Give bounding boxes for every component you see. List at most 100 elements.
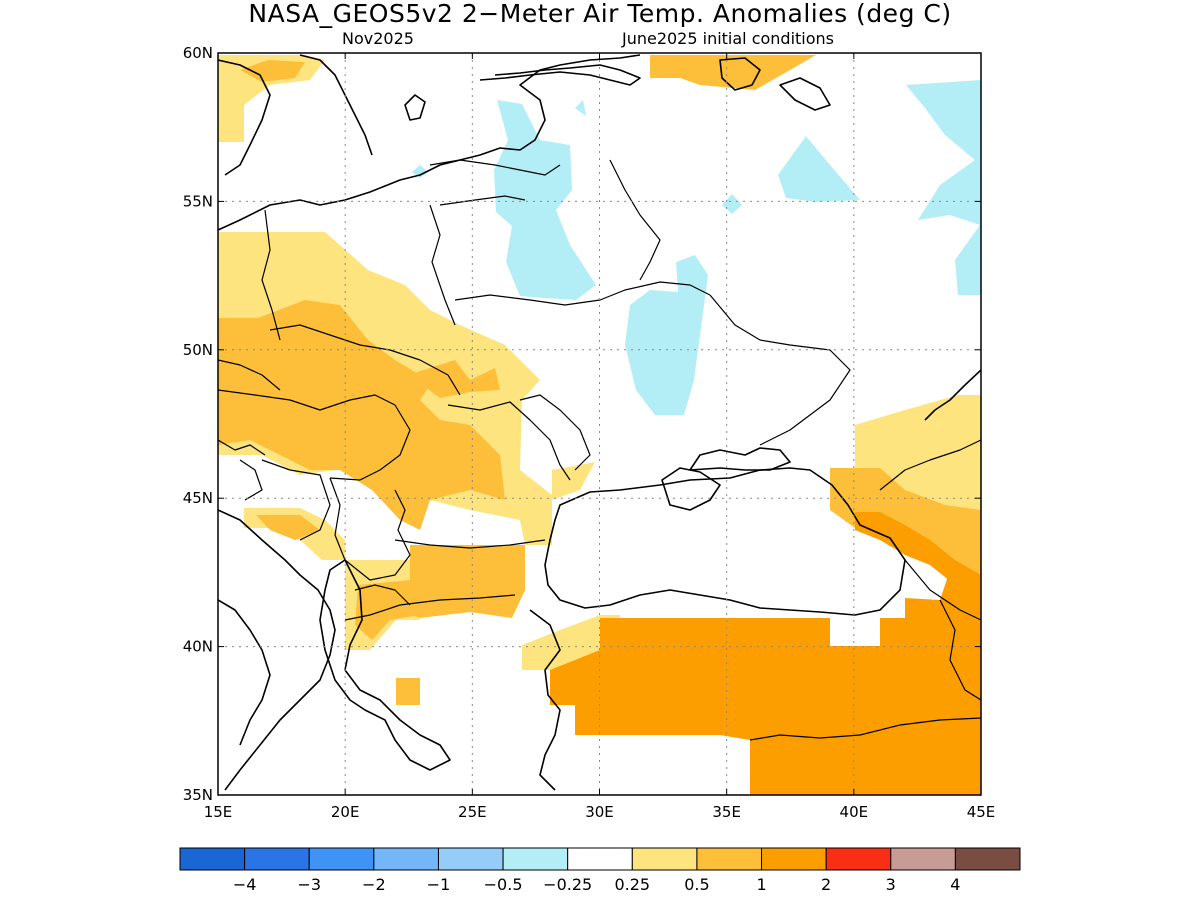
colorbar-segment [825,847,892,871]
neutral-patch-1 [830,618,880,646]
warm-anomaly-region-georgia [855,512,981,598]
colorbar-segment [696,847,763,871]
colorbar-label: −3 [297,875,321,894]
lon-tick-labels: 15E 20E 25E 30E 35E 40E 45E [204,803,996,821]
colorbar-label: −0.5 [484,875,523,894]
warm-anomaly-region-bulgaria [398,545,525,618]
colorbar-segment [954,847,1021,871]
colorbar-labels: −4 −3 −2 −1 −0.5 −0.25 0.25 0.5 1 2 3 4 [233,875,961,894]
colorbar-label: 1 [756,875,766,894]
map-title: NASA_GEOS5v2 2−Meter Air Temp. Anomalies… [248,0,951,28]
warm-anomaly-region-black-sea-coast [552,462,595,500]
border-romania-bulgaria [394,539,546,549]
border-bosnia [261,459,331,541]
colorbar-segment [308,847,375,871]
colorbar-segment [631,847,698,871]
adriatic-coast [218,509,336,791]
cool-anomaly-region-russia [778,136,860,202]
gulf-of-finland-coast [479,64,641,86]
colorbar-segment [437,847,504,871]
border-romania-ukraine [447,401,571,481]
onega-lake-coast [779,77,831,111]
warm-anomaly-region-epirus [396,678,420,705]
warm-anomaly-region-greece [355,580,420,640]
border-baltic-states [429,159,561,206]
lat-tick-label: 55N [183,192,213,210]
border-ukraine-russia [709,294,851,446]
lat-tick-label: 35N [183,786,213,804]
border-poland-belarus [429,204,456,326]
border-serbia [329,477,411,581]
colorbar-segment [567,847,633,871]
cool-anomaly-region-east [906,80,981,295]
lon-tick-label: 45E [967,803,996,821]
grid-lines [218,53,981,795]
warm-anomaly-region-carpathian [408,360,500,398]
baltic-coast [218,54,641,231]
lon-tick-label: 40E [840,803,869,821]
cool-anomaly-dot-3 [412,165,428,178]
anomaly-holes [830,618,880,646]
border-greece-north [344,594,516,621]
border-moldova [519,394,591,471]
colorbar-label: −0.25 [543,875,592,894]
colorbar-label: 0.25 [614,875,650,894]
map-area [218,53,981,795]
colorbar-segment [761,847,827,871]
colorbar-segment [373,847,439,871]
country-borders [218,159,981,741]
colorbar-label: 4 [950,875,960,894]
cool-anomaly-region-ukraine [625,255,708,415]
lat-tick-label: 60N [183,44,213,62]
crimea-coast [661,467,721,511]
border-alps [218,439,266,456]
black-sea-coast [544,467,906,616]
warm-anomaly-region-alps [218,300,505,530]
azov-sea-coast [689,447,791,471]
colorbar-label: −2 [362,875,386,894]
border-hungary-romania [329,404,411,481]
aegean-coast-west [319,559,451,771]
lon-tick-label: 20E [331,803,360,821]
italy-coast [218,599,271,746]
warm-anomaly-region-north [218,55,325,142]
lon-tick-label: 30E [585,803,614,821]
border-slovenia-croatia [239,459,263,501]
scandinavia-coast [218,59,271,176]
cool-anomaly-dot-1 [575,100,586,116]
colorbar-label: 0.5 [684,875,709,894]
lat-tick-label: 45N [183,489,213,507]
colorbar-label: 2 [821,875,831,894]
lat-tick-labels: 60N 55N 50N 45N 40N 35N [183,44,213,804]
gotland-coast [404,94,426,121]
lat-tick-label: 50N [183,341,213,359]
colorbar-segment [244,847,310,871]
anomaly-shading [218,55,981,795]
border-austria-hungary [218,389,396,411]
colorbar-segment [179,847,246,871]
border-belarus-russia [609,159,661,281]
border-czech-slovakia [269,324,461,396]
aegean-coast-east [529,609,561,791]
init-conditions-label: June2025 initial conditions [621,29,834,48]
ladoga-lake-coast [719,57,761,91]
tick-marks [217,52,982,796]
warm-anomaly-region-north-patch [240,60,305,82]
border-germany-poland [261,209,281,341]
colorbar-segment [890,847,956,871]
lon-tick-label: 25E [458,803,487,821]
border-macedonia [354,584,411,606]
warm-anomaly-region-north-strip [650,55,816,90]
border-caucasus [879,439,981,621]
colorbar-segment [502,847,569,871]
lon-tick-label: 15E [204,803,233,821]
colorbar-label: −1 [427,875,451,894]
border-germany-austria [218,359,281,391]
lon-tick-label: 35E [712,803,741,821]
colorbar [179,847,1021,871]
colorbar-label: 3 [886,875,896,894]
border-turkey-east [939,599,981,701]
valid-month-label: Nov2025 [342,29,414,48]
colorbar-label: −4 [233,875,257,894]
